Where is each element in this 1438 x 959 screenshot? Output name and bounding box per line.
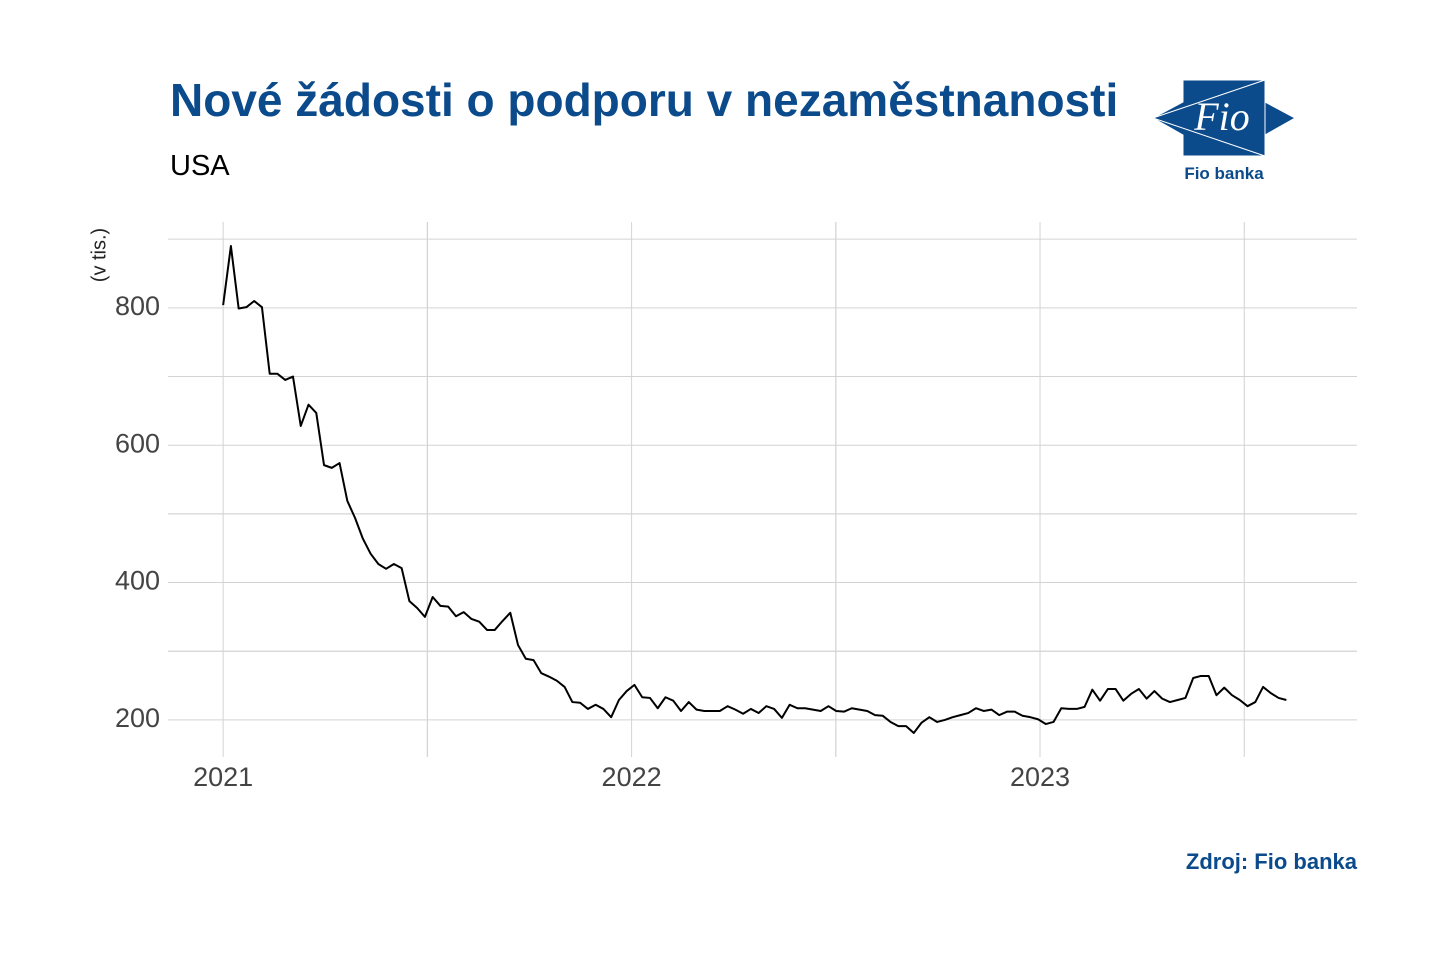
y-tick-label: 200 <box>115 703 160 733</box>
chart-subtitle: USA <box>170 150 230 182</box>
logo-lines <box>1152 79 1266 157</box>
y-tick-label: 800 <box>115 291 160 321</box>
logo: Fio Fio banka <box>1151 79 1297 183</box>
logo-caption: Fio banka <box>1184 164 1264 183</box>
x-tick-label: 2022 <box>602 762 662 792</box>
x-tick-label: 2021 <box>193 762 253 792</box>
plot: 200 400 600 800 2021 2022 2023 <box>115 222 1357 792</box>
logo-mark: Fio <box>1193 94 1250 139</box>
chart-title: Nové žádosti o podporu v nezaměstnanosti <box>170 74 1118 126</box>
x-tick-label: 2023 <box>1010 762 1070 792</box>
y-axis-label: (v tis.) <box>88 228 110 282</box>
y-tick-label: 600 <box>115 428 160 458</box>
y-tick-label: 400 <box>115 566 160 596</box>
source: Zdroj: Fio banka <box>1186 849 1358 874</box>
line-series <box>222 245 1287 734</box>
